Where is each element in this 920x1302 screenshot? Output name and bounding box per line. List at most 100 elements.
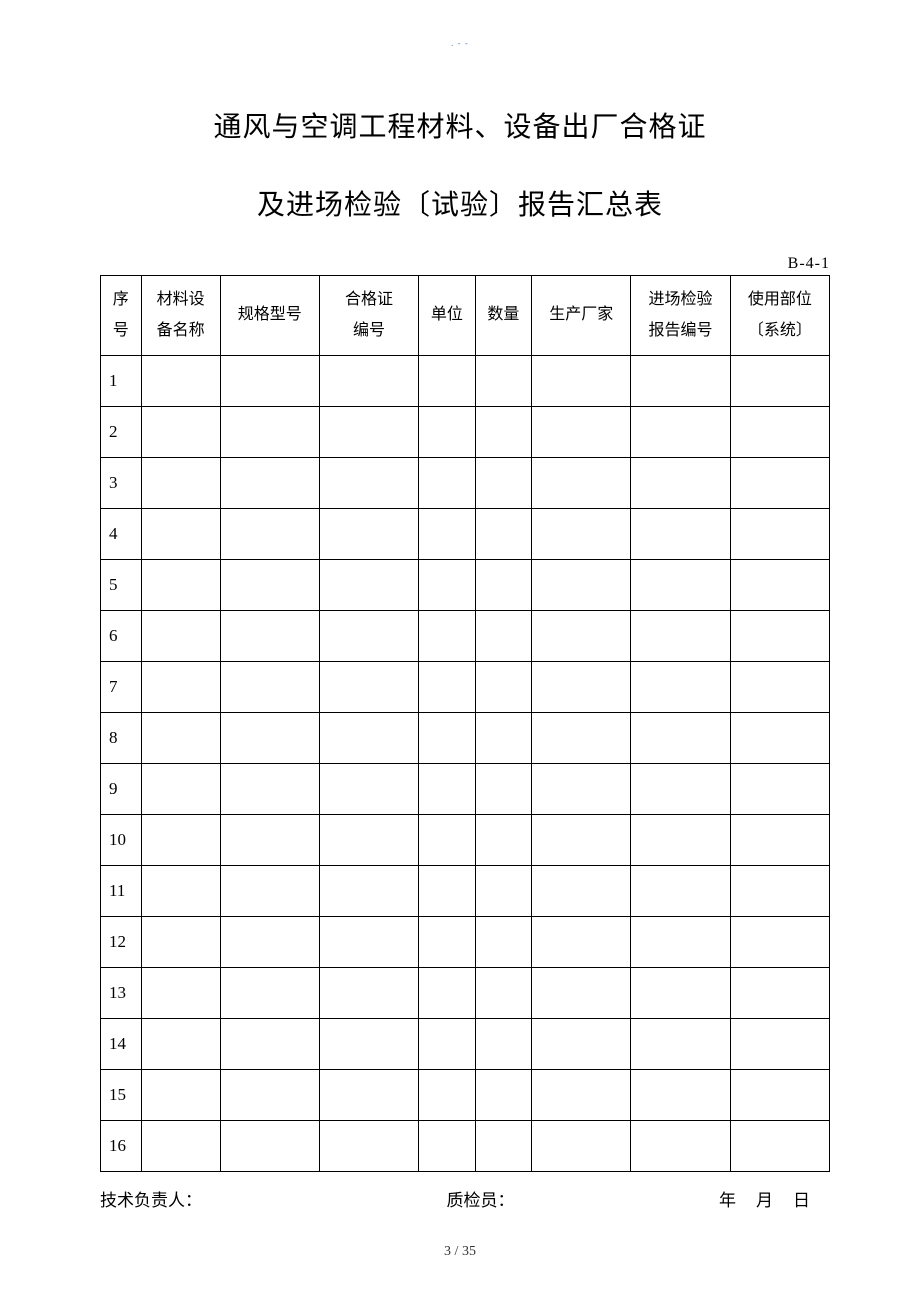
col-header-text: 编号: [353, 322, 385, 339]
cell: [730, 815, 829, 866]
cell-seq: 2: [101, 407, 142, 458]
cell: [532, 560, 631, 611]
cell: [475, 917, 531, 968]
cell: [319, 815, 418, 866]
date-month: 月: [756, 1191, 793, 1210]
cell: [631, 866, 730, 917]
cell-seq: 1: [101, 356, 142, 407]
col-header-seq: 序号: [101, 276, 142, 356]
col-header-text: 合格证: [345, 291, 393, 308]
cell: [631, 713, 730, 764]
cell: [631, 1121, 730, 1172]
cell: [220, 815, 319, 866]
cell: [631, 662, 730, 713]
table-row: 13: [101, 968, 830, 1019]
cell: [141, 1070, 220, 1121]
col-header-unit: 单位: [419, 276, 475, 356]
cell: [419, 509, 475, 560]
cell: [319, 1019, 418, 1070]
date-label: 年月日: [719, 1186, 830, 1211]
cell: [419, 407, 475, 458]
table-row: 3: [101, 458, 830, 509]
cell: [419, 1019, 475, 1070]
title-line-2: 及进场检验〔试验〕报告汇总表: [0, 183, 920, 223]
cell: [319, 866, 418, 917]
cell: [141, 866, 220, 917]
cell-seq: 16: [101, 1121, 142, 1172]
cell: [730, 1121, 829, 1172]
col-header-text: 备名称: [157, 322, 205, 339]
table-row: 12: [101, 917, 830, 968]
cell: [319, 713, 418, 764]
cell-seq: 12: [101, 917, 142, 968]
cell: [730, 1019, 829, 1070]
col-header-mfr: 生产厂家: [532, 276, 631, 356]
cell: [319, 1070, 418, 1121]
col-header-text: 号: [113, 322, 129, 339]
table-row: 1: [101, 356, 830, 407]
col-header-report: 进场检验报告编号: [631, 276, 730, 356]
cell: [141, 917, 220, 968]
cell: [319, 509, 418, 560]
cell: [319, 407, 418, 458]
col-header-cert: 合格证编号: [319, 276, 418, 356]
cell: [730, 866, 829, 917]
cell: [419, 1121, 475, 1172]
col-header-use: 使用部位〔系统〕: [730, 276, 829, 356]
cell: [532, 1070, 631, 1121]
form-table-wrap: 序号 材料设备名称 规格型号 合格证编号 单位 数量 生产厂家 进场检验报告编号…: [100, 275, 830, 1172]
cell-seq: 6: [101, 611, 142, 662]
cell: [730, 917, 829, 968]
cell: [220, 713, 319, 764]
cell: [475, 662, 531, 713]
table-header-row: 序号 材料设备名称 规格型号 合格证编号 单位 数量 生产厂家 进场检验报告编号…: [101, 276, 830, 356]
cell-seq: 4: [101, 509, 142, 560]
col-header-spec: 规格型号: [220, 276, 319, 356]
table-row: 14: [101, 1019, 830, 1070]
cell: [532, 815, 631, 866]
table-row: 15: [101, 1070, 830, 1121]
cell: [532, 407, 631, 458]
col-header-qty: 数量: [475, 276, 531, 356]
cell: [532, 764, 631, 815]
cell: [319, 764, 418, 815]
table-row: 2: [101, 407, 830, 458]
cell: [141, 968, 220, 1019]
title-block: 通风与空调工程材料、设备出厂合格证 及进场检验〔试验〕报告汇总表: [0, 0, 920, 223]
cell: [141, 764, 220, 815]
footer-row: 技术负责人： 质检员： 年月日: [100, 1186, 830, 1211]
cell: [532, 356, 631, 407]
cell: [141, 407, 220, 458]
cell: [419, 764, 475, 815]
form-table: 序号 材料设备名称 规格型号 合格证编号 单位 数量 生产厂家 进场检验报告编号…: [100, 275, 830, 1172]
cell: [631, 968, 730, 1019]
cell: [631, 764, 730, 815]
col-header-name: 材料设备名称: [141, 276, 220, 356]
cell: [475, 611, 531, 662]
table-row: 6: [101, 611, 830, 662]
cell: [631, 509, 730, 560]
cell: [319, 356, 418, 407]
cell-seq: 15: [101, 1070, 142, 1121]
cell: [141, 1121, 220, 1172]
cell: [220, 866, 319, 917]
cell: [220, 1121, 319, 1172]
cell: [532, 713, 631, 764]
table-row: 5: [101, 560, 830, 611]
cell-seq: 8: [101, 713, 142, 764]
cell: [532, 458, 631, 509]
cell: [319, 560, 418, 611]
cell: [475, 509, 531, 560]
cell: [475, 458, 531, 509]
cell: [419, 356, 475, 407]
cell: [319, 917, 418, 968]
cell: [475, 407, 531, 458]
col-header-text: 材料设: [157, 291, 205, 308]
cell-seq: 7: [101, 662, 142, 713]
cell: [730, 356, 829, 407]
cell: [220, 458, 319, 509]
cell: [141, 356, 220, 407]
cell: [532, 866, 631, 917]
col-header-text: 报告编号: [648, 322, 712, 339]
cell: [730, 764, 829, 815]
